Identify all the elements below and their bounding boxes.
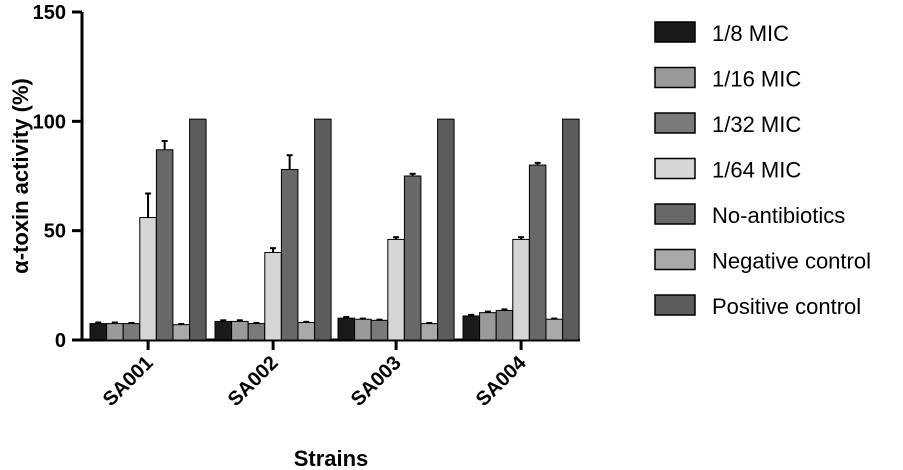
legend-swatch — [654, 294, 696, 316]
bar — [512, 238, 530, 341]
bar — [562, 118, 580, 341]
legend-swatch — [654, 157, 696, 180]
x-tick-label: SA004 — [472, 351, 531, 410]
legend-label: 1/16 MIC — [712, 67, 801, 92]
y-tick-label: 100 — [33, 111, 66, 133]
bar — [337, 317, 355, 341]
bar — [370, 319, 389, 341]
legend-swatch — [654, 112, 696, 134]
bar — [172, 324, 190, 341]
bar — [495, 309, 514, 341]
legend-swatch — [654, 203, 696, 225]
bar — [214, 320, 232, 341]
x-axis-title: Strains — [294, 446, 369, 470]
bar — [437, 118, 455, 341]
y-tick-label: 150 — [33, 2, 66, 24]
bar — [247, 323, 266, 341]
y-tick-label: 0 — [55, 330, 66, 352]
bar — [403, 175, 422, 341]
bar — [420, 323, 438, 341]
bar — [528, 164, 547, 341]
bar — [106, 323, 124, 341]
legend-label: 1/8 MIC — [712, 21, 789, 46]
legend-label: Positive control — [712, 294, 861, 319]
bar — [280, 168, 299, 341]
bar — [155, 149, 174, 341]
legend-swatch — [654, 248, 696, 271]
bar — [462, 315, 480, 341]
y-tick-label: 50 — [44, 221, 66, 243]
x-tick-label: SA003 — [347, 352, 406, 411]
bar — [354, 318, 372, 341]
legend-label: No-antibiotics — [712, 203, 845, 228]
legend-swatch — [654, 66, 696, 89]
legend-swatch — [654, 21, 696, 43]
y-axis-title: α-toxin activity (%) — [8, 78, 33, 274]
x-tick-label: SA001 — [99, 352, 158, 411]
bar — [189, 118, 207, 341]
x-tick-label: SA002 — [224, 352, 283, 411]
bar — [545, 318, 563, 341]
bar — [231, 320, 249, 341]
bar — [89, 323, 107, 341]
bar — [479, 312, 497, 341]
bar — [139, 217, 157, 341]
legend-label: 1/64 MIC — [712, 158, 801, 183]
bar — [297, 322, 315, 341]
bar — [264, 252, 282, 341]
bar — [387, 238, 405, 341]
legend-label: Negative control — [712, 249, 871, 274]
bar — [122, 323, 141, 341]
legend-label: 1/32 MIC — [712, 112, 801, 137]
bar — [314, 118, 332, 341]
